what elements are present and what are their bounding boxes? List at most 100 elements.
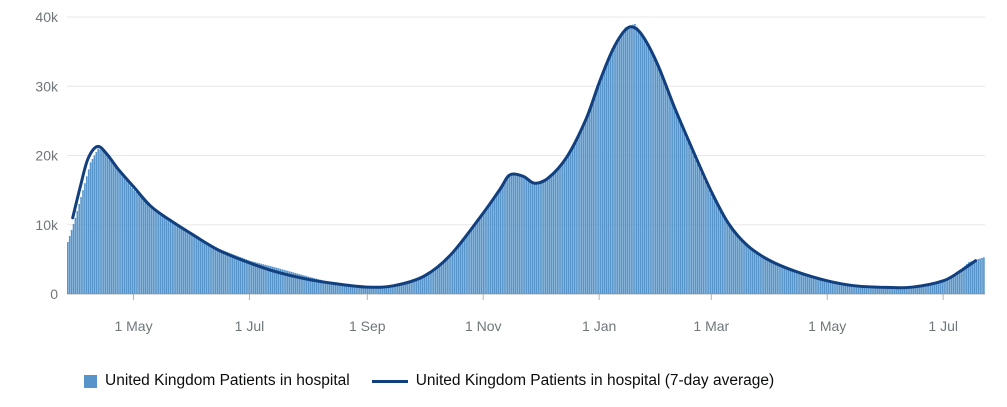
hospital-bar [905,287,907,294]
hospital-bar [535,182,538,294]
hospital-bar [816,278,818,294]
hospital-bar [338,284,340,294]
hospital-bar [945,278,947,294]
hospital-bar [417,278,420,294]
hospital-bar [850,286,852,294]
hospital-bar [584,120,587,295]
hospital-bar [419,277,422,294]
hospital-bar [364,286,367,294]
hospital-bar [838,283,841,294]
hospital-bar [709,193,712,294]
hospital-bar [482,214,484,294]
hospital-bar [393,285,395,294]
hospital-bar [890,287,892,294]
hospital-bar [311,277,314,294]
hospital-bar [656,65,659,294]
hospital-bar [814,277,816,294]
hospital-bar [197,238,200,294]
hospital-bar [821,280,824,294]
hospital-bar [406,281,409,294]
hospital-bar [717,207,720,294]
hospital-bar [613,45,615,294]
hospital-bar [956,272,959,294]
hospital-bar [404,282,407,294]
hospital-bar [440,263,443,294]
hospital-bar [774,263,777,294]
hospital-bar [78,203,80,294]
hospital-bar [442,261,445,294]
hospital-bar [770,262,773,294]
hospital-bar [857,286,860,294]
legend-item-bars[interactable]: United Kingdom Patients in hospital [84,372,350,390]
hospital-bar [647,45,649,294]
hospital-bar [379,286,382,294]
hospital-bar [476,221,479,294]
hospital-bar [592,99,594,294]
legend-item-line[interactable]: United Kingdom Patients in hospital (7-d… [371,372,774,390]
hospital-bar [567,155,570,294]
hospital-bar [93,155,96,294]
hospital-bar [290,271,293,294]
hospital-bar [931,282,934,294]
hospital-bar [571,147,574,294]
hospital-bar [397,284,399,294]
axes: 0 10k 20k 30k 40k 1 May 1 Jul 1 Sep 1 Nov 1 Jan 1 … [35,9,958,334]
hospital-bar [383,286,386,294]
hospital-bar [888,287,890,294]
hospital-bar [926,283,928,294]
hospital-bar [302,275,304,294]
hospital-bar [749,248,752,294]
hospital-bar [819,279,822,294]
hospital-bar [537,181,539,294]
hospital-bar [359,286,361,294]
hospital-bar [755,252,758,294]
hospital-bar [603,67,606,294]
hospital-bar [664,85,667,294]
hospital-bar [869,286,871,294]
legend-swatch-bars [84,374,97,388]
hospital-bar [478,219,481,294]
hospital-bar [410,280,412,294]
hospital-bar [806,275,809,294]
hospital-bar [271,266,274,294]
hospital-bar [351,285,354,294]
hospital-bar [429,272,431,294]
hospital-bar [543,179,545,294]
hospital-bar [85,176,88,294]
hospital-bar [928,283,930,294]
hospital-bar [753,250,756,294]
hospital-bar [967,262,970,294]
hospital-bar [230,253,232,294]
hospital-bar [450,255,452,294]
hospital-bar [581,128,583,294]
hospital-bar [950,275,953,294]
hospital-bar [939,281,942,294]
hospital-bar [768,261,771,294]
hospital-bar [465,236,467,294]
hospital-bar [776,264,778,294]
hospital-bar [556,168,558,294]
hospital-bar [91,158,94,294]
y-tick-label: 0 [50,286,58,302]
hospital-bar [501,184,503,294]
hospital-bar [522,176,524,294]
hospital-bar [759,254,761,294]
hospital-bar [670,100,672,294]
hospital-bar [228,252,230,294]
hospital-bar [859,286,862,294]
hospital-bar [421,277,424,294]
hospital-bar [296,273,299,294]
hospital-bar [194,236,196,294]
hospital-bar [353,285,356,294]
hospital-bar [747,246,750,294]
hospital-bar [937,281,940,294]
hospital-bar [209,244,211,294]
hospital-bar [825,281,828,294]
hospital-bar [916,285,919,294]
hospital-bar [370,286,373,294]
hospital-bar [330,282,333,294]
hospital-bar [245,259,247,294]
hospital-bar [480,216,483,294]
hospital-bar [892,287,894,294]
hospital-bar [780,265,782,294]
